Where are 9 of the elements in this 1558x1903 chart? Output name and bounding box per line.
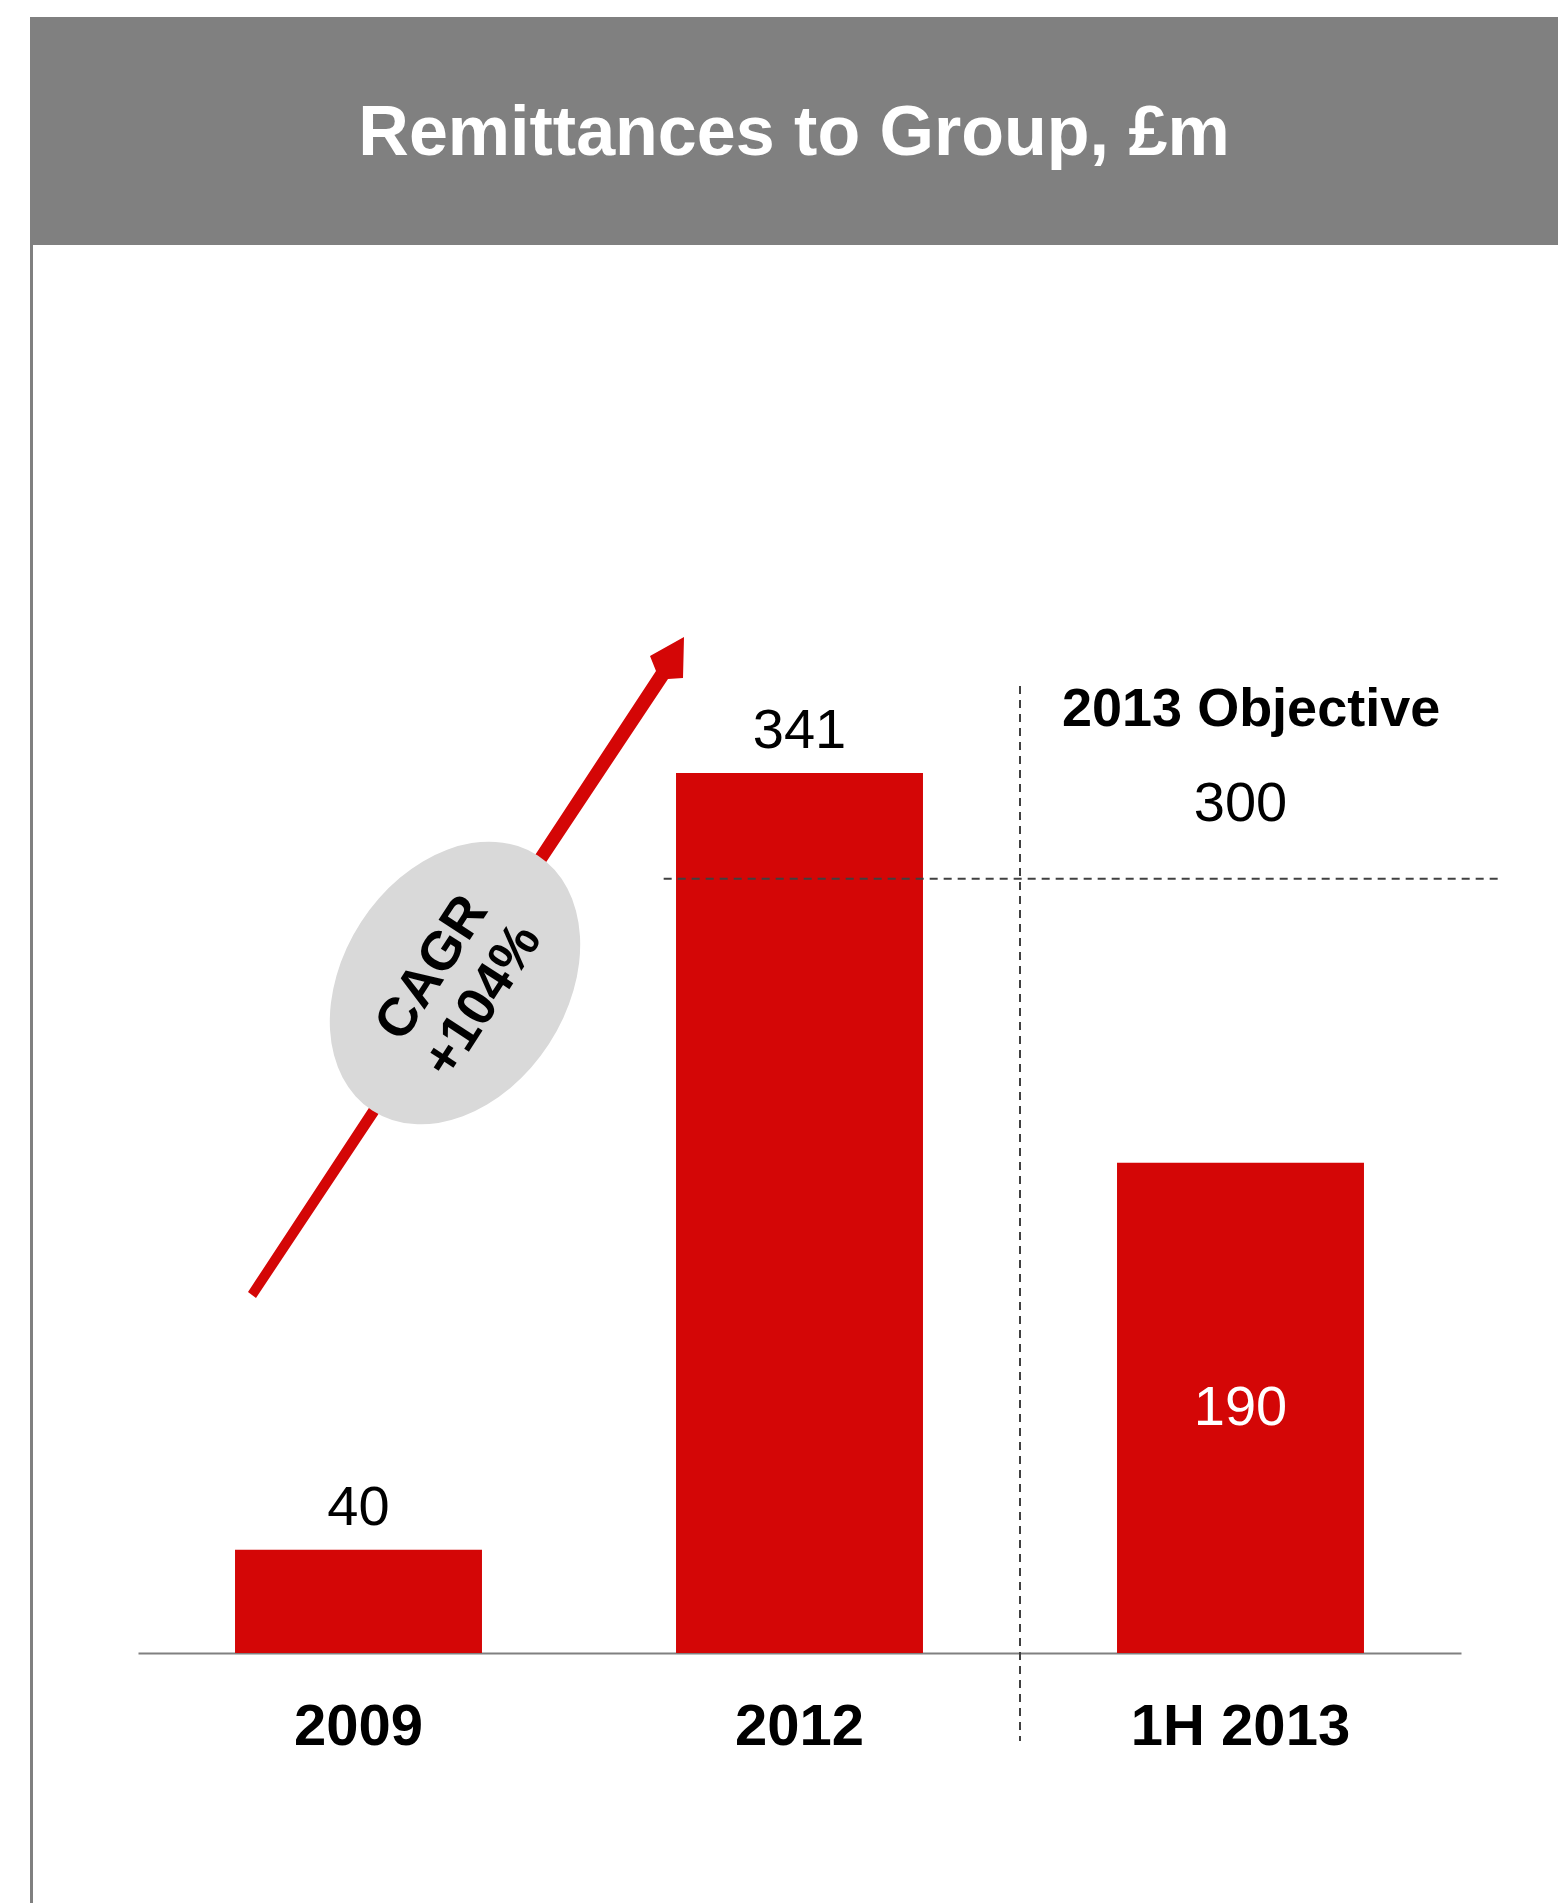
- data-label: 40: [327, 1473, 390, 1537]
- chart-title: Remittances to Group, £m: [30, 17, 1558, 245]
- text: 2013 Objective: [1062, 677, 1441, 737]
- x-tick-label: 1H 2013: [1130, 1691, 1351, 1757]
- ref-line-label: 300: [1193, 769, 1288, 833]
- x-tick-label: 2012: [734, 1691, 865, 1757]
- data-label: 190: [1193, 1373, 1288, 1437]
- data-label: 341: [752, 697, 847, 760]
- x-tick-label: 2009: [293, 1691, 424, 1757]
